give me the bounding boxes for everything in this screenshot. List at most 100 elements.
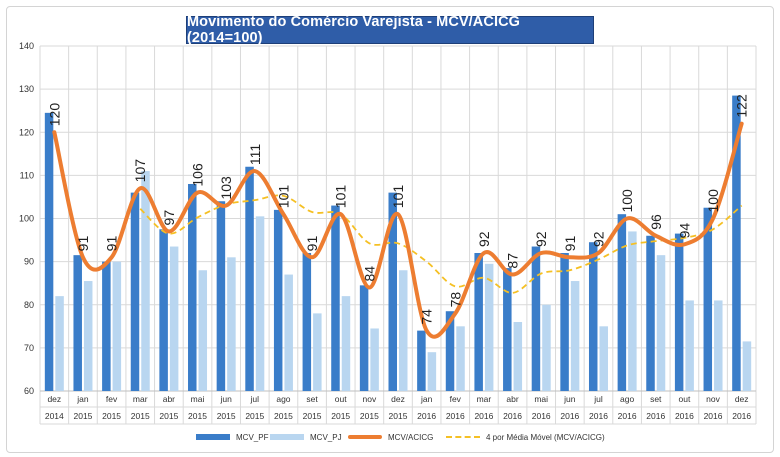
bar-mcv-pj: [456, 326, 465, 391]
bar-mcv-pf: [130, 192, 140, 391]
x-tick-label-year: 2016: [532, 411, 551, 421]
bar-mcv-pj: [313, 313, 322, 391]
x-tick-label-month: fev: [450, 394, 462, 404]
bar-mcv-pj: [83, 281, 93, 391]
legend-item-mcv-pf: MCV_PF: [196, 428, 268, 446]
data-label: 100: [619, 189, 635, 213]
chart-legend: MCV_PF MCV_PJ MCV/ACICG 4 por Média Móve…: [0, 428, 780, 446]
bar-mcv-pj: [370, 328, 379, 391]
x-tick-label-month: ago: [276, 394, 290, 404]
y-tick-label: 100: [19, 214, 34, 224]
bar-mcv-pj: [198, 270, 208, 391]
data-label: 92: [533, 231, 549, 247]
data-label: 101: [390, 185, 406, 209]
bar-mcv-pf: [44, 112, 54, 391]
x-tick-label-year: 2015: [131, 411, 150, 421]
legend-swatch-mcv-acicg: [348, 435, 382, 439]
x-tick-label-month: jan: [420, 394, 433, 404]
bar-mcv-pj: [742, 341, 752, 391]
x-tick-label-year: 2016: [704, 411, 723, 421]
x-tick-label-year: 2016: [474, 411, 493, 421]
bar-mcv-pf: [331, 205, 340, 391]
x-tick-label-year: 2016: [446, 411, 465, 421]
bar-mcv-pf: [216, 201, 226, 391]
legend-item-mcv-pj: MCV_PJ: [270, 428, 342, 446]
bar-mcv-pf: [703, 207, 713, 391]
legend-label-mcv-acicg: MCV/ACICG: [388, 432, 434, 442]
bar-mcv-pj: [599, 326, 608, 391]
x-tick-label-month: out: [678, 394, 690, 404]
x-tick-label-year: 2014: [45, 411, 64, 421]
bar-mcv-pf: [359, 285, 369, 391]
x-tick-label-month: jul: [250, 394, 260, 404]
y-tick-label: 120: [19, 127, 34, 137]
bar-mcv-pj: [284, 274, 293, 391]
x-tick-label-year: 2015: [217, 411, 236, 421]
x-tick-label-year: 2016: [503, 411, 522, 421]
x-tick-label-year: 2016: [646, 411, 665, 421]
bar-mcv-pf: [73, 255, 82, 391]
x-tick-label-month: jun: [219, 394, 232, 404]
data-label: 91: [562, 236, 578, 252]
bar-mcv-pf: [302, 253, 312, 391]
x-tick-label-year: 2016: [560, 411, 579, 421]
line-mcv-acicg: [52, 121, 744, 339]
x-tick-label-month: mai: [191, 394, 205, 404]
bar-mcv-pj: [484, 263, 494, 391]
bar-mcv-pf: [159, 229, 168, 391]
x-tick-label-year: 2015: [360, 411, 379, 421]
x-tick-label-month: dez: [47, 394, 61, 404]
data-label: 91: [304, 236, 320, 252]
x-tick-label-month: jan: [76, 394, 89, 404]
bar-mcv-pj: [570, 281, 580, 391]
x-tick-label-month: abr: [163, 394, 175, 404]
bar-mcv-pj: [141, 171, 150, 391]
x-tick-label-year: 2015: [274, 411, 293, 421]
data-label: 91: [75, 236, 91, 252]
x-tick-label-month: dez: [391, 394, 405, 404]
chart-title-box: Movimento do Comércio Varejista - MCV/AC…: [186, 14, 594, 46]
x-tick-label-month: nov: [363, 394, 377, 404]
line-moving-average: [139, 194, 743, 294]
data-label: 74: [419, 309, 435, 325]
x-tick-label-month: fev: [106, 394, 118, 404]
x-tick-label-year: 2015: [389, 411, 408, 421]
data-label: 87: [505, 253, 521, 269]
x-tick-label-month: mai: [534, 394, 548, 404]
bar-mcv-pj: [513, 322, 523, 391]
data-label: 106: [190, 163, 206, 187]
data-label: 100: [705, 189, 721, 213]
bar-mcv-pj: [714, 300, 723, 391]
bar-mcv-pf: [188, 184, 197, 391]
bar-mcv-pf: [273, 209, 283, 391]
y-tick-label: 110: [20, 170, 34, 180]
x-tick-label-year: 2015: [245, 411, 264, 421]
bar-mcv-pf: [646, 235, 655, 391]
x-tick-label-month: out: [335, 394, 347, 404]
legend-label-moving-average: 4 por Média Móvel (MCV/ACICG): [486, 432, 605, 442]
data-label: 92: [476, 231, 492, 247]
data-label: 96: [648, 214, 664, 230]
x-tick-label-month: set: [650, 394, 662, 404]
bar-mcv-pj: [169, 246, 179, 391]
x-tick-label-year: 2015: [159, 411, 178, 421]
bar-mcv-pj: [399, 270, 408, 391]
x-tick-label-month: ago: [620, 394, 634, 404]
y-tick-label: 70: [24, 343, 34, 353]
legend-label-mcv-pj: MCV_PJ: [310, 432, 342, 442]
bar-mcv-pf: [388, 192, 397, 391]
x-tick-label-year: 2016: [618, 411, 637, 421]
bar-mcv-pj: [656, 255, 666, 391]
x-tick-label-year: 2015: [73, 411, 92, 421]
legend-label-mcv-pf: MCV_PF: [236, 432, 269, 442]
x-tick-label-month: mar: [133, 394, 148, 404]
data-label: 94: [676, 223, 692, 239]
legend-item-moving-average: 4 por Média Móvel (MCV/ACICG): [446, 428, 605, 446]
bar-mcv-pj: [255, 216, 265, 391]
x-tick-label-month: jul: [593, 394, 603, 404]
legend-swatch-moving-average: [446, 436, 480, 438]
bar-mcv-pf: [474, 253, 483, 391]
x-tick-label-year: 2015: [331, 411, 350, 421]
bar-mcv-pj: [542, 304, 551, 391]
